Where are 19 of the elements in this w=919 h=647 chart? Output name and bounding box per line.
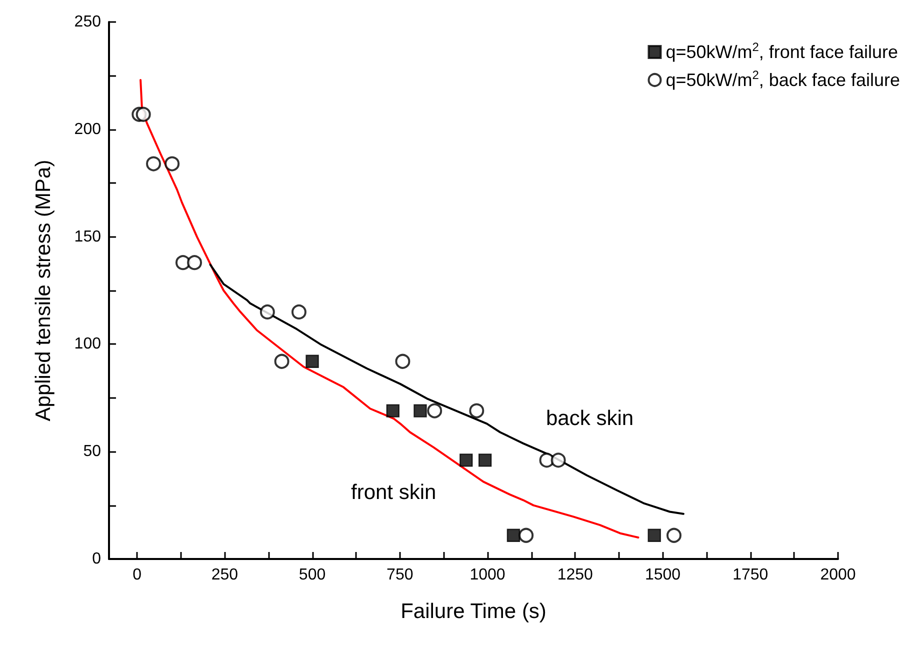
x-tick-label: 1750 xyxy=(732,566,768,584)
y-tick-label: 150 xyxy=(74,228,102,246)
x-axis-title: Failure Time (s) xyxy=(400,600,546,623)
y-tick-label: 200 xyxy=(74,120,102,138)
y-tick-label: 250 xyxy=(74,14,102,30)
x-tick-label: 2000 xyxy=(820,566,856,584)
x-tick-label: 500 xyxy=(298,566,326,584)
x-tick-label: 0 xyxy=(132,566,142,584)
y-tick-label: 100 xyxy=(74,336,102,353)
x-tick-label: 750 xyxy=(386,566,414,584)
y-tick-label: 0 xyxy=(92,550,102,568)
x-tick-label: 1500 xyxy=(644,566,681,584)
y-axis-title: Applied tensile stress (MPa) xyxy=(32,160,55,422)
annotation: front skin xyxy=(351,481,436,504)
x-tick-label: 250 xyxy=(211,566,238,584)
annotation: back skin xyxy=(546,407,634,430)
x-tick-label: 1000 xyxy=(470,566,506,584)
y-tick-label: 50 xyxy=(83,443,102,460)
x-tick-label: 1250 xyxy=(557,566,594,584)
